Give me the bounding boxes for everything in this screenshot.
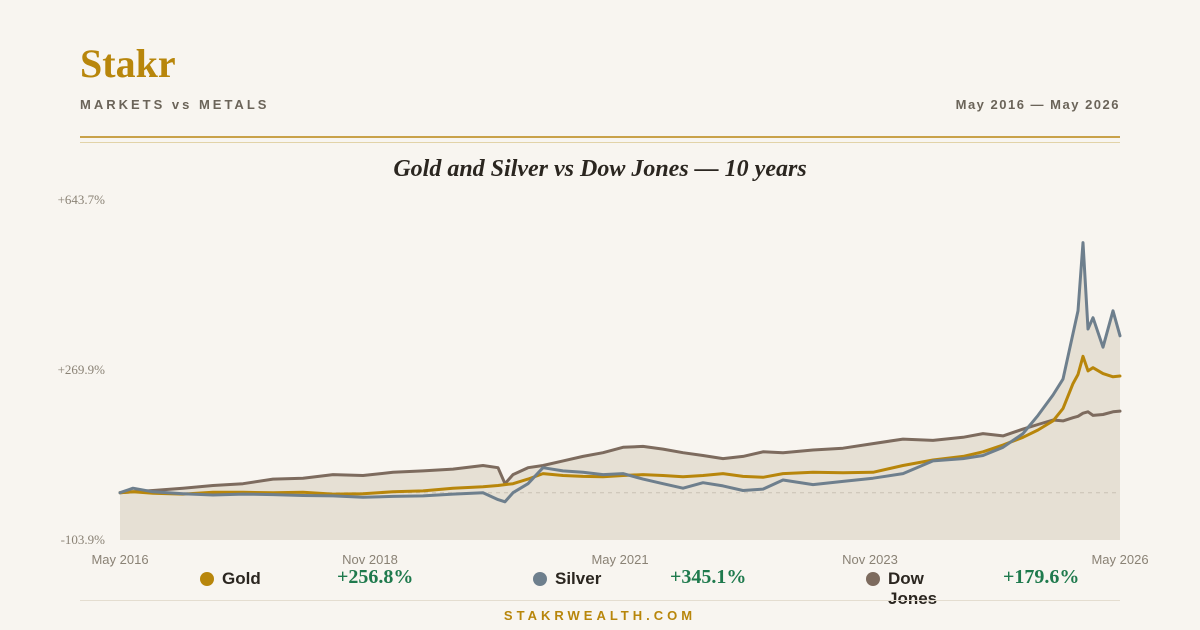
- legend-label-dow: Dow Jones: [888, 569, 938, 608]
- silver-swatch-icon: [533, 572, 547, 586]
- legend-value-gold: +256.8%: [337, 566, 414, 588]
- footer-rule: [80, 600, 1120, 601]
- header-rule: [80, 136, 1120, 138]
- x-tick-label: May 2026: [1091, 552, 1148, 567]
- legend-value-dow: +179.6%: [1003, 566, 1080, 588]
- header-rule-thin: [80, 142, 1120, 143]
- series-line-gold: [118, 354, 1122, 496]
- chart-title: Gold and Silver vs Dow Jones — 10 years: [393, 156, 807, 182]
- legend-label-gold: Gold: [222, 569, 261, 588]
- chart-area-fill: [120, 242, 1120, 540]
- x-tick-label: May 2016: [91, 552, 148, 567]
- series-line-dow-jones: [118, 409, 1122, 495]
- x-tick-label: Nov 2023: [842, 552, 898, 567]
- gold-swatch-icon: [200, 572, 214, 586]
- y-tick-label: +269.9%: [58, 362, 106, 377]
- y-tick-label: -103.9%: [61, 532, 106, 547]
- legend-label-silver: Silver: [555, 569, 602, 588]
- footer-url[interactable]: STAKRWEALTH.COM: [503, 608, 697, 623]
- y-tick-label: +643.7%: [58, 192, 106, 207]
- x-tick-label: Nov 2018: [342, 552, 398, 567]
- x-tick-label: May 2021: [591, 552, 648, 567]
- legend-value-silver: +345.1%: [670, 566, 747, 588]
- page-subtitle: MARKETS vs METALS: [80, 97, 270, 112]
- dow-swatch-icon: [866, 572, 880, 586]
- brand-logo: Stakr: [80, 41, 176, 86]
- date-range: May 2016 — May 2026: [955, 97, 1120, 112]
- series-line-silver: [118, 241, 1122, 504]
